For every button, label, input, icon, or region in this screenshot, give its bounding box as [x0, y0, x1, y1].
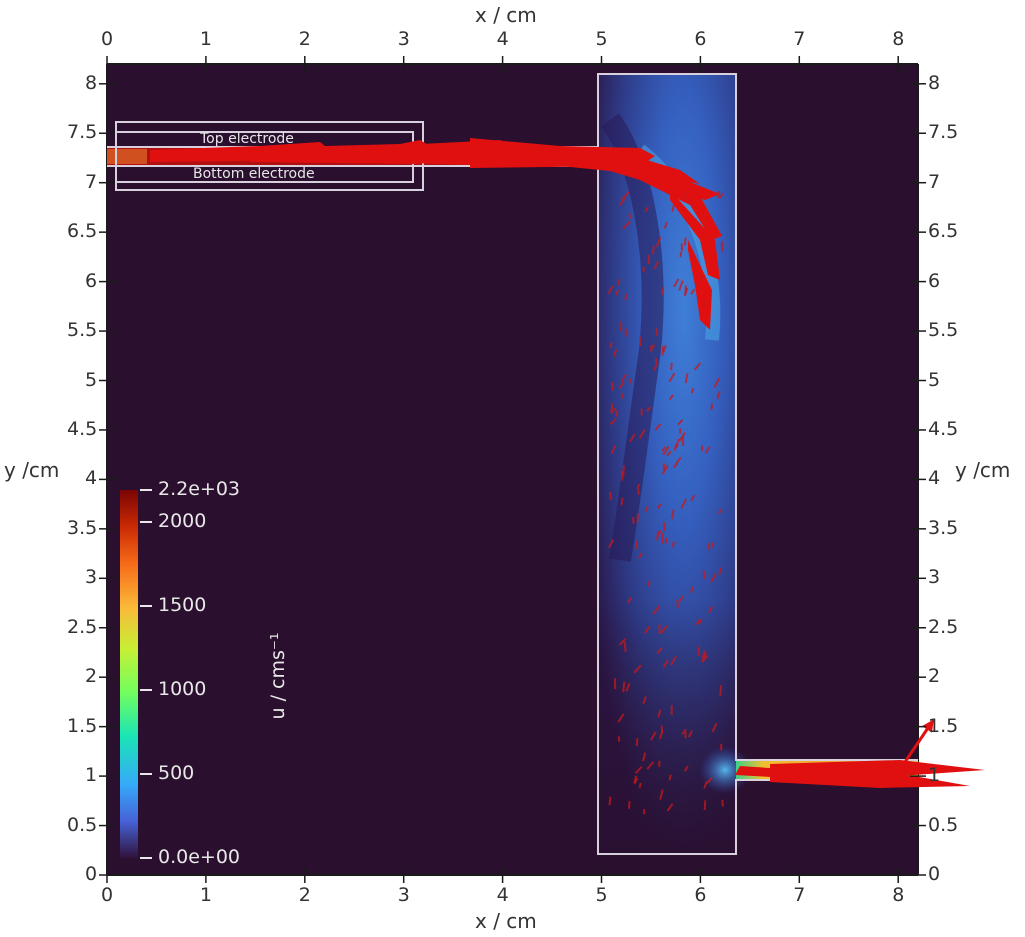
x-tick-label-top: 1	[199, 28, 212, 50]
colorbar-tick-1500: 1500	[158, 594, 207, 616]
x-axis-title-top: x / cm	[475, 3, 537, 27]
y-tick-label-left: 2.5	[67, 615, 98, 638]
y-tick-label-left: 1	[85, 764, 98, 787]
x-tick-label-bottom: 1	[199, 884, 212, 906]
velocity-vectors	[150, 138, 985, 788]
y-tick-label-left: 0	[85, 863, 98, 885]
y-tick-label-left: 3	[85, 566, 98, 589]
y-tick-label-left: 7	[85, 170, 98, 193]
small-velocity-vectors	[607, 190, 724, 815]
colorbar-tick-min: 0.0e+00	[158, 846, 241, 868]
x-tick-label-top: 0	[101, 28, 114, 50]
y-tick-label-left: 1.5	[67, 714, 98, 737]
y-tick-label-right: 2	[928, 665, 941, 688]
colorbar	[120, 490, 138, 858]
bottom-electrode-label: Bottom electrode	[193, 166, 315, 182]
y-tick-label-left: 0.5	[67, 813, 98, 836]
x-tick-label-top: 2	[298, 28, 311, 50]
x-tick-label-bottom: 5	[595, 884, 608, 906]
y-tick-label-left: 6.5	[67, 220, 98, 243]
y-tick-label-right: 1	[928, 764, 941, 787]
colorbar-tick-max: 2.2e+03	[158, 478, 241, 500]
y-tick-label-right: 4	[928, 467, 941, 490]
x-tick-label-top: 5	[595, 28, 608, 50]
plot-area	[107, 64, 918, 875]
x-tick-label-bottom: 0	[101, 884, 114, 906]
colorbar-tick-2000: 2000	[158, 510, 207, 532]
colorbar-tick-1000: 1000	[158, 678, 207, 700]
top-electrode-label: Top electrode	[200, 131, 294, 147]
y-tick-label-right: 1.5	[928, 714, 959, 737]
x-tick-label-bottom: 3	[397, 884, 410, 906]
colorbar-tick-500: 500	[158, 762, 195, 784]
x-tick-label-top: 6	[694, 28, 707, 50]
y-tick-label-left: 4	[85, 467, 98, 490]
y-tick-label-right: 2.5	[928, 615, 959, 638]
y-tick-label-left: 7.5	[67, 121, 98, 144]
y-tick-label-left: 6	[85, 269, 98, 292]
x-tick-label-top: 4	[496, 28, 509, 50]
y-tick-label-right: 5.5	[928, 319, 959, 342]
y-tick-label-left: 5	[85, 368, 98, 391]
y-tick-label-right: 6	[928, 269, 941, 292]
y-tick-label-right: 0.5	[928, 813, 959, 836]
x-tick-label-bottom: 2	[298, 884, 311, 906]
x-tick-label-bottom: 4	[496, 884, 509, 906]
y-tick-label-right: 3	[928, 566, 941, 589]
y-tick-label-right: 0	[928, 863, 941, 885]
y-axis-title-left: y /cm	[4, 458, 60, 482]
y-tick-label-right: 8	[928, 71, 941, 94]
y-tick-label-right: 7.5	[928, 121, 959, 144]
x-tick-label-top: 8	[892, 28, 905, 50]
y-tick-label-right: 6.5	[928, 220, 959, 243]
x-tick-label-bottom: 8	[892, 884, 905, 906]
y-tick-label-right: 7	[928, 170, 941, 193]
colorbar-title: u / cms⁻¹	[267, 632, 289, 720]
y-tick-label-right: 5	[928, 368, 941, 391]
y-tick-label-right: 4.5	[928, 417, 959, 440]
y-tick-label-left: 3.5	[67, 516, 98, 539]
y-tick-label-left: 5.5	[67, 319, 98, 342]
x-tick-label-top: 3	[397, 28, 410, 50]
y-axis-title-right: y /cm	[955, 458, 1011, 482]
x-tick-label-top: 7	[793, 28, 806, 50]
y-tick-label-right: 3.5	[928, 516, 959, 539]
x-axis-title-bottom: x / cm	[475, 909, 537, 933]
y-tick-label-left: 8	[85, 71, 98, 94]
y-tick-label-left: 2	[85, 665, 98, 688]
x-tick-label-bottom: 6	[694, 884, 707, 906]
y-tick-label-left: 4.5	[67, 417, 98, 440]
x-tick-label-bottom: 7	[793, 884, 806, 906]
